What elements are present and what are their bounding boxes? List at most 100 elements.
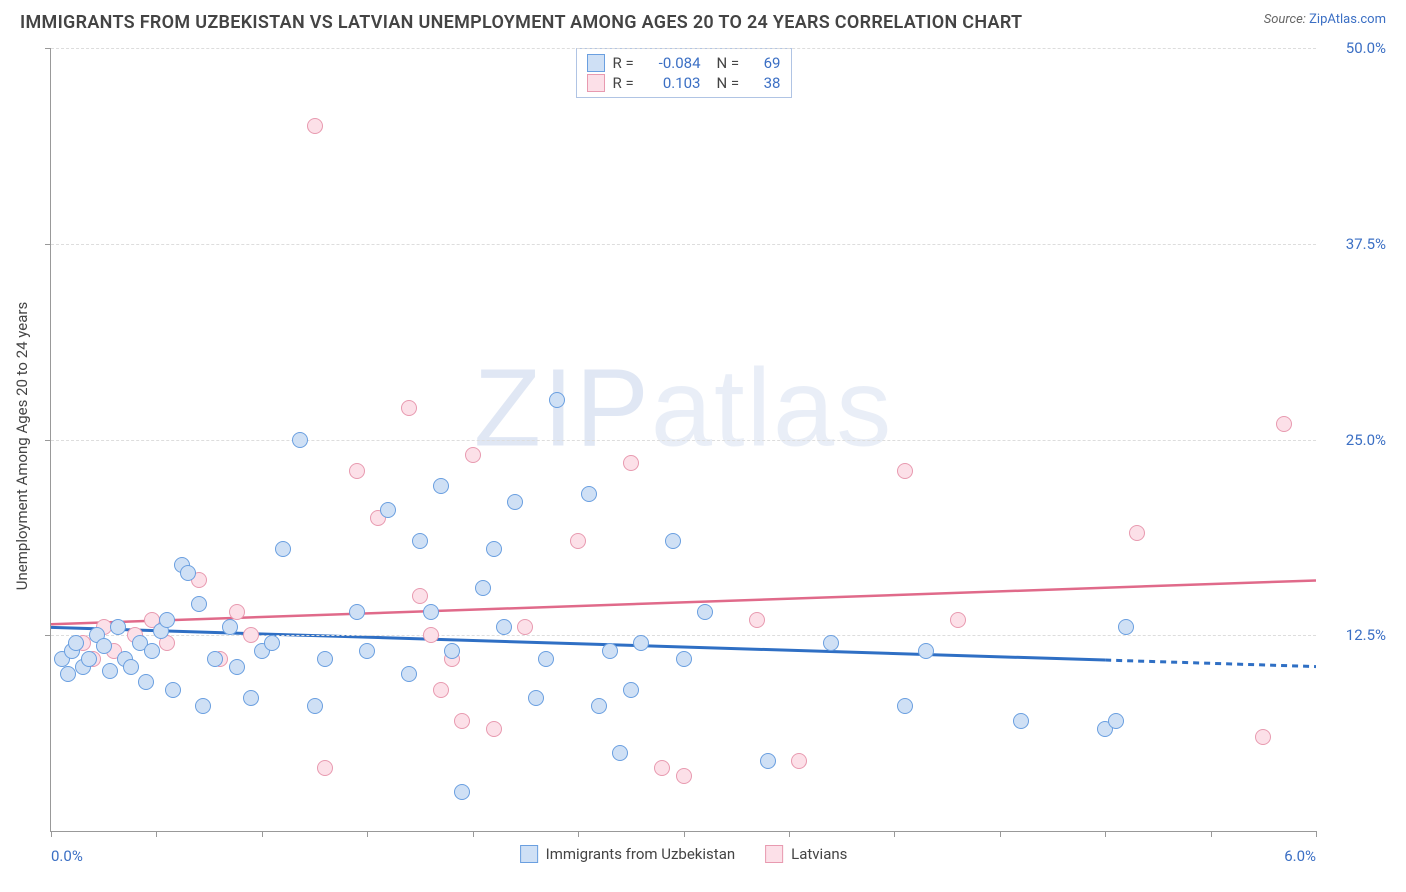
data-point-latvians <box>401 400 417 416</box>
data-point-uzbekistan <box>222 619 238 635</box>
scatter-chart: ZIPatlas R = -0.084 N = 69 R = 0.103 N =… <box>50 48 1316 832</box>
y-axis-title: Unemployment Among Ages 20 to 24 years <box>13 302 31 590</box>
legend-swatch-latvians <box>765 845 783 863</box>
gridline <box>51 244 1316 245</box>
data-point-uzbekistan <box>275 541 291 557</box>
data-point-latvians <box>676 768 692 784</box>
data-point-uzbekistan <box>581 486 597 502</box>
data-point-uzbekistan <box>292 432 308 448</box>
data-point-latvians <box>423 627 439 643</box>
x-tick <box>789 831 790 837</box>
data-point-uzbekistan <box>110 619 126 635</box>
data-point-uzbekistan <box>401 666 417 682</box>
data-point-uzbekistan <box>81 651 97 667</box>
x-tick <box>894 831 895 837</box>
data-point-uzbekistan <box>528 690 544 706</box>
y-tick-label: 12.5% <box>1326 626 1386 644</box>
data-point-latvians <box>897 463 913 479</box>
data-point-uzbekistan <box>623 682 639 698</box>
legend-n-value-latvians: 38 <box>753 74 781 92</box>
legend-swatch-latvians <box>587 74 605 92</box>
legend-item-uzbekistan: Immigrants from Uzbekistan <box>520 845 736 863</box>
x-tick <box>473 831 474 837</box>
data-point-uzbekistan <box>423 604 439 620</box>
data-point-uzbekistan <box>123 659 139 675</box>
data-point-uzbekistan <box>549 392 565 408</box>
data-point-uzbekistan <box>1013 713 1029 729</box>
x-tick <box>51 831 52 837</box>
legend-series: Immigrants from Uzbekistan Latvians <box>520 845 848 863</box>
x-tick-label: 0.0% <box>51 847 83 865</box>
y-tick <box>45 635 51 636</box>
source-prefix: Source: <box>1264 12 1309 27</box>
x-tick <box>1316 831 1317 837</box>
legend-item-latvians: Latvians <box>765 845 847 863</box>
chart-title: IMMIGRANTS FROM UZBEKISTAN VS LATVIAN UN… <box>20 12 1022 33</box>
legend-n-label: N = <box>717 74 745 92</box>
data-point-uzbekistan <box>195 698 211 714</box>
legend-stats: R = -0.084 N = 69 R = 0.103 N = 38 <box>576 48 792 98</box>
data-point-uzbekistan <box>412 533 428 549</box>
data-point-uzbekistan <box>486 541 502 557</box>
data-point-latvians <box>317 760 333 776</box>
data-point-latvians <box>465 447 481 463</box>
watermark-light: atlas <box>651 347 893 470</box>
data-point-uzbekistan <box>897 698 913 714</box>
data-point-uzbekistan <box>68 635 84 651</box>
data-point-uzbekistan <box>823 635 839 651</box>
legend-r-value-latvians: 0.103 <box>649 74 701 92</box>
gridline <box>51 48 1316 49</box>
data-point-uzbekistan <box>102 663 118 679</box>
data-point-uzbekistan <box>633 635 649 651</box>
data-point-uzbekistan <box>454 784 470 800</box>
data-point-uzbekistan <box>144 643 160 659</box>
y-tick <box>45 48 51 49</box>
data-point-uzbekistan <box>180 565 196 581</box>
data-point-uzbekistan <box>475 580 491 596</box>
data-point-latvians <box>412 588 428 604</box>
data-point-latvians <box>791 753 807 769</box>
legend-r-label: R = <box>613 74 641 92</box>
x-tick <box>262 831 263 837</box>
gridline <box>51 440 1316 441</box>
legend-label-latvians: Latvians <box>791 845 847 863</box>
source-link[interactable]: ZipAtlas.com <box>1309 12 1386 27</box>
data-point-latvians <box>1255 729 1271 745</box>
data-point-uzbekistan <box>612 745 628 761</box>
data-point-uzbekistan <box>264 635 280 651</box>
x-tick <box>1000 831 1001 837</box>
legend-n-value-uzbekistan: 69 <box>753 54 781 72</box>
x-tick-label: 6.0% <box>1284 847 1316 865</box>
data-point-uzbekistan <box>697 604 713 620</box>
data-point-uzbekistan <box>191 596 207 612</box>
data-point-latvians <box>349 463 365 479</box>
source-attribution: Source: ZipAtlas.com <box>1264 12 1386 27</box>
legend-stats-row: R = 0.103 N = 38 <box>587 73 781 93</box>
data-point-latvians <box>454 713 470 729</box>
data-point-latvians <box>307 118 323 134</box>
x-tick <box>1211 831 1212 837</box>
data-point-uzbekistan <box>380 502 396 518</box>
legend-swatch-uzbekistan <box>520 845 538 863</box>
data-point-uzbekistan <box>918 643 934 659</box>
legend-r-label: R = <box>613 54 641 72</box>
data-point-uzbekistan <box>165 682 181 698</box>
y-tick-label: 37.5% <box>1326 235 1386 253</box>
x-tick <box>367 831 368 837</box>
legend-stats-row: R = -0.084 N = 69 <box>587 53 781 73</box>
data-point-latvians <box>486 721 502 737</box>
y-tick-label: 50.0% <box>1326 39 1386 57</box>
watermark: ZIPatlas <box>474 345 893 472</box>
data-point-uzbekistan <box>138 674 154 690</box>
legend-r-value-uzbekistan: -0.084 <box>649 54 701 72</box>
data-point-uzbekistan <box>349 604 365 620</box>
data-point-latvians <box>1276 416 1292 432</box>
data-point-uzbekistan <box>159 612 175 628</box>
data-point-latvians <box>623 455 639 471</box>
data-point-uzbekistan <box>307 698 323 714</box>
data-point-uzbekistan <box>243 690 259 706</box>
watermark-bold: ZIP <box>474 347 651 470</box>
data-point-latvians <box>229 604 245 620</box>
data-point-uzbekistan <box>60 666 76 682</box>
data-point-uzbekistan <box>665 533 681 549</box>
